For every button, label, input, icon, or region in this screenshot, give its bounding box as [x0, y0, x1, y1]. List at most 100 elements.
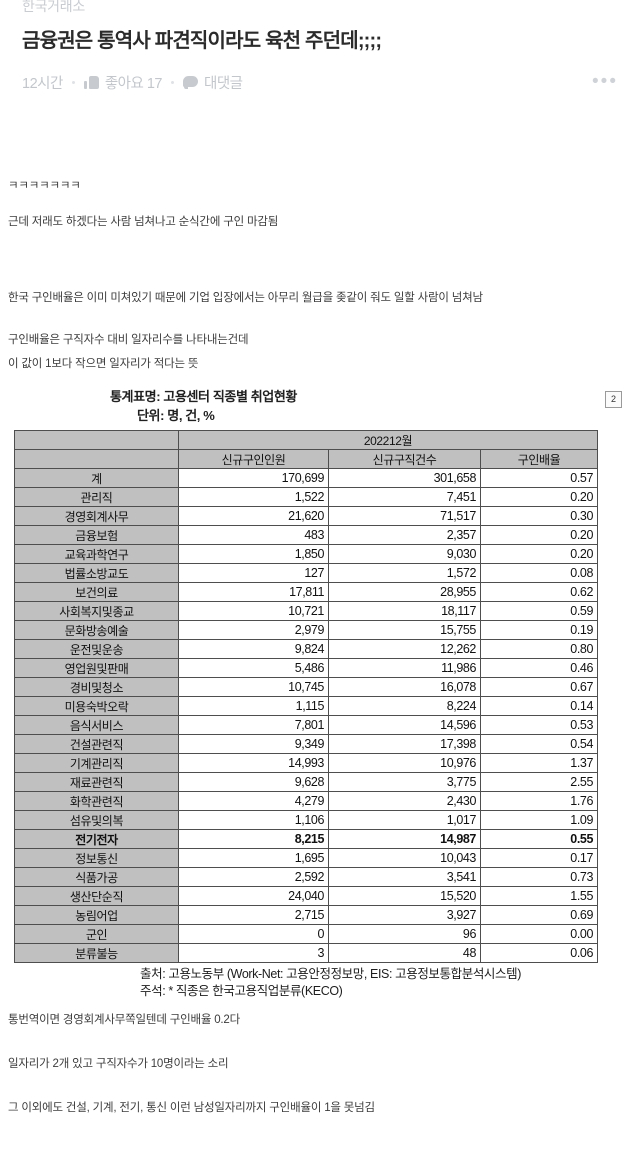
row-ratio: 0.17	[479, 848, 599, 868]
row-new-openings: 0	[178, 924, 329, 944]
spacer-f1	[8, 1071, 632, 1101]
row-new-openings: 21,620	[178, 506, 329, 526]
spacer-before-table	[0, 371, 640, 387]
spacer-f0	[8, 1027, 632, 1057]
row-new-openings: 127	[178, 563, 329, 583]
table-header-columns-row: 신규구인인원 신규구직건수 구인배율	[14, 449, 599, 469]
table-row: 음식서비스 7,801 14,596 0.53	[14, 715, 599, 735]
stat-table-block: 2 통계표명: 고용센터 직종별 취업현황 단위: 명, 건, % 202212…	[0, 387, 640, 1000]
row-category-label: 음식서비스	[14, 715, 179, 735]
row-new-openings: 3	[178, 943, 329, 963]
row-new-seekers: 96	[328, 924, 481, 944]
row-ratio: 0.19	[479, 620, 599, 640]
row-new-seekers: 2,357	[328, 525, 481, 545]
row-new-seekers: 14,596	[328, 715, 481, 735]
row-new-seekers: 48	[328, 943, 481, 963]
row-ratio: 0.30	[479, 506, 599, 526]
row-new-seekers: 12,262	[328, 639, 481, 659]
header-category-cell	[14, 449, 179, 469]
row-new-seekers: 1,017	[328, 810, 481, 830]
row-category-label: 교육과학연구	[14, 544, 179, 564]
row-new-openings: 10,721	[178, 601, 329, 621]
row-category-label: 건설관련직	[14, 734, 179, 754]
row-new-openings: 2,592	[178, 867, 329, 887]
table-row: 영업원및판매 5,486 11,986 0.46	[14, 658, 599, 678]
table-row: 경비및청소 10,745 16,078 0.67	[14, 677, 599, 697]
row-ratio: 0.80	[479, 639, 599, 659]
row-category-label: 사회복지및종교	[14, 601, 179, 621]
table-row: 미용숙박오락 1,115 8,224 0.14	[14, 696, 599, 716]
table-row: 분류불능 3 48 0.06	[14, 943, 599, 963]
row-ratio: 0.20	[479, 544, 599, 564]
row-ratio: 0.20	[479, 525, 599, 545]
table-row: 운전및운송 9,824 12,262 0.80	[14, 639, 599, 659]
spacer-b3	[8, 347, 632, 357]
body-line-1: 근데 저래도 하겠다는 사람 넘쳐나고 순식간에 구인 마감됨	[8, 216, 279, 228]
footer-line-2: 그 이외에도 건설, 기계, 전기, 통신 이런 남성일자리까지 구인배율이 1…	[8, 1102, 375, 1114]
row-new-seekers: 3,927	[328, 905, 481, 925]
row-new-openings: 1,106	[178, 810, 329, 830]
spacer-b0	[8, 193, 632, 215]
row-ratio: 0.06	[479, 943, 599, 963]
row-category-label: 섬유및의복	[14, 810, 179, 830]
row-new-seekers: 11,986	[328, 658, 481, 678]
table-row: 군인 0 96 0.00	[14, 924, 599, 944]
row-new-seekers: 8,224	[328, 696, 481, 716]
row-category-label: 운전및운송	[14, 639, 179, 659]
table-notes: 출처: 고용노동부 (Work-Net: 고용안정정보망, EIS: 고용정보통…	[0, 966, 640, 1000]
like-button[interactable]: 좋아요 17	[83, 72, 163, 93]
row-new-seekers: 16,078	[328, 677, 481, 697]
table-body: 계 170,699 301,658 0.57 관리직 1,522 7,451 0.20 경영회계…	[14, 468, 599, 963]
row-ratio: 0.53	[479, 715, 599, 735]
row-new-seekers: 9,030	[328, 544, 481, 564]
row-ratio: 0.55	[479, 829, 599, 849]
row-new-seekers: 15,520	[328, 886, 481, 906]
more-options-icon[interactable]: •••	[592, 71, 618, 92]
board-name[interactable]: 한국거래소	[22, 0, 85, 14]
table-row: 교육과학연구 1,850 9,030 0.20	[14, 544, 599, 564]
header-ratio: 구인배율	[479, 449, 599, 469]
row-new-seekers: 2,430	[328, 791, 481, 811]
row-new-openings: 1,850	[178, 544, 329, 564]
table-row: 계 170,699 301,658 0.57	[14, 468, 599, 488]
row-category-label: 정보통신	[14, 848, 179, 868]
employment-statistics-table: 202212월 신규구인인원 신규구직건수 구인배율 계 170,699 301,6…	[14, 430, 599, 963]
body-line-2: 한국 구인배율은 이미 미쳐있기 때문에 기업 입장에서는 아무리 월급을 좆같…	[8, 292, 483, 304]
table-row: 전기전자 8,215 14,987 0.55	[14, 829, 599, 849]
header-corner-cell	[14, 430, 179, 450]
row-ratio: 0.54	[479, 734, 599, 754]
row-category-label: 문화방송예술	[14, 620, 179, 640]
row-new-seekers: 3,775	[328, 772, 481, 792]
row-new-openings: 9,349	[178, 734, 329, 754]
row-ratio: 1.76	[479, 791, 599, 811]
table-row: 건설관련직 9,349 17,398 0.54	[14, 734, 599, 754]
row-new-seekers: 10,976	[328, 753, 481, 773]
row-new-openings: 10,745	[178, 677, 329, 697]
header-period-cell: 202212월	[177, 430, 599, 450]
row-new-seekers: 71,517	[328, 506, 481, 526]
row-ratio: 0.08	[479, 563, 599, 583]
comment-button[interactable]: 대댓글	[183, 72, 243, 93]
row-new-openings: 170,699	[178, 468, 329, 488]
table-head: 202212월 신규구인인원 신규구직건수 구인배율	[14, 430, 599, 469]
row-new-seekers: 17,398	[328, 734, 481, 754]
table-footnote: 주석: * 직종은 한국고용직업분류(KECO)	[140, 984, 343, 998]
row-category-label: 기계관리직	[14, 753, 179, 773]
row-category-label: 분류불능	[14, 943, 179, 963]
row-new-openings: 2,979	[178, 620, 329, 640]
row-category-label: 재료관련직	[14, 772, 179, 792]
table-row: 법률소방교도 127 1,572 0.08	[14, 563, 599, 583]
like-label: 좋아요 17	[104, 75, 163, 92]
meta-separator-dot	[71, 80, 75, 84]
row-new-seekers: 1,572	[328, 563, 481, 583]
footer-line-1: 일자리가 2개 있고 구직자수가 10명이라는 소리	[8, 1058, 229, 1070]
table-row: 사회복지및종교 10,721 18,117 0.59	[14, 601, 599, 621]
table-row: 금융보험 483 2,357 0.20	[14, 525, 599, 545]
table-row: 관리직 1,522 7,451 0.20	[14, 487, 599, 507]
spacer-b1	[8, 229, 632, 291]
row-ratio: 0.57	[479, 468, 599, 488]
table-row: 기계관리직 14,993 10,976 1.37	[14, 753, 599, 773]
row-new-openings: 24,040	[178, 886, 329, 906]
row-ratio: 1.09	[479, 810, 599, 830]
row-ratio: 0.62	[479, 582, 599, 602]
